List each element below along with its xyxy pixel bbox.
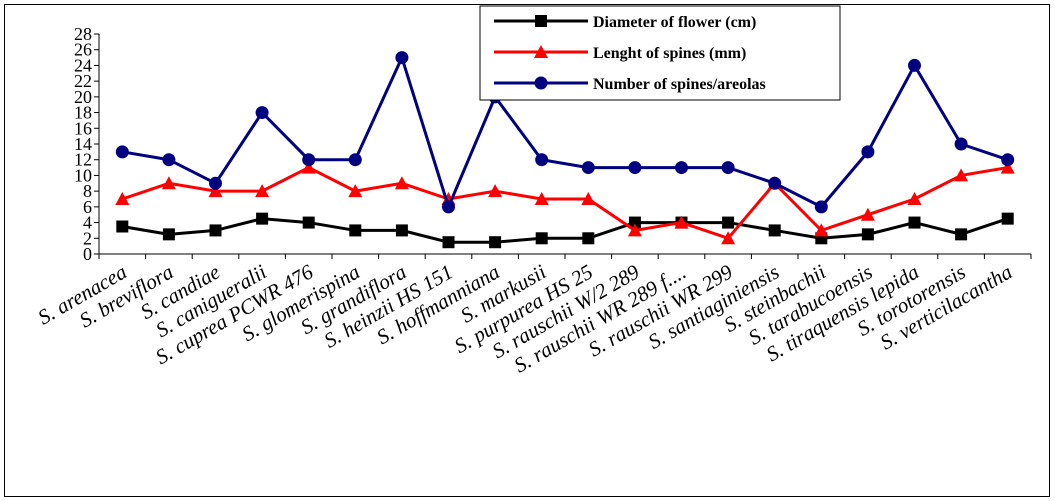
data-point	[861, 228, 874, 241]
y-tick-label: 24	[74, 55, 92, 75]
data-point	[162, 153, 176, 167]
legend-label: Lenght of spines (mm)	[593, 45, 746, 62]
data-point	[209, 224, 222, 237]
data-point	[534, 45, 548, 58]
data-point	[535, 15, 547, 27]
data-point	[348, 153, 362, 167]
series-layer	[115, 51, 1015, 249]
data-point	[208, 184, 223, 198]
y-tick-label: 14	[74, 134, 92, 154]
y-tick-label: 2	[83, 228, 92, 248]
y-tick-label: 12	[74, 150, 92, 170]
data-point	[535, 232, 548, 245]
legend-item: Diameter of flower (cm)	[494, 14, 756, 31]
y-tick-label: 22	[74, 71, 92, 91]
data-point	[627, 223, 642, 237]
series-line	[121, 165, 1008, 241]
legend-item: Lenght of spines (mm)	[494, 45, 746, 62]
data-point	[534, 192, 549, 205]
data-point	[721, 161, 735, 175]
y-tick-label: 8	[83, 181, 92, 201]
data-point	[395, 224, 408, 237]
data-point	[348, 184, 363, 198]
data-point	[814, 200, 828, 214]
data-point	[721, 231, 736, 245]
chart-axes	[94, 33, 1032, 259]
data-point	[162, 228, 175, 241]
data-point	[1001, 212, 1014, 225]
y-tick-label: 6	[83, 197, 92, 217]
data-point	[722, 216, 735, 229]
data-point	[535, 153, 549, 167]
data-point	[628, 216, 641, 229]
series-line	[122, 217, 1009, 244]
data-point	[675, 161, 688, 175]
data-point	[955, 228, 968, 241]
data-point	[349, 224, 362, 237]
data-point	[442, 200, 455, 214]
y-tick-label: 0	[83, 244, 92, 264]
data-point	[861, 145, 875, 159]
data-point	[442, 236, 455, 249]
y-tick-label: 20	[74, 87, 92, 107]
data-point	[860, 207, 875, 221]
y-tick-label: 10	[74, 165, 92, 185]
legend-label: Number of spines/areolas	[593, 76, 766, 93]
data-point	[1001, 153, 1015, 167]
data-point	[954, 137, 968, 151]
data-point	[302, 216, 315, 229]
data-point	[116, 220, 129, 233]
data-point	[115, 145, 129, 159]
data-point	[209, 176, 222, 190]
data-point	[582, 232, 595, 245]
data-point	[908, 216, 921, 229]
y-tick-label: 28	[74, 24, 92, 44]
data-point	[161, 176, 176, 190]
data-point	[488, 184, 503, 198]
data-point	[628, 161, 642, 175]
data-point	[115, 192, 130, 205]
y-tick-label: 4	[83, 213, 92, 233]
data-point	[301, 160, 316, 174]
data-point	[908, 58, 921, 72]
data-point	[768, 224, 781, 237]
data-point	[768, 176, 782, 190]
y-tick-label: 26	[74, 40, 92, 60]
data-point	[255, 106, 269, 120]
data-point	[907, 192, 922, 205]
legend: Diameter of flower (cm) Lenght of spines …	[479, 5, 841, 101]
data-point	[1000, 160, 1015, 174]
data-point	[255, 184, 270, 198]
data-point	[256, 212, 269, 225]
series-0	[116, 212, 1014, 249]
data-point	[954, 168, 969, 182]
data-point	[814, 223, 829, 237]
data-point	[581, 192, 596, 205]
data-point	[302, 153, 316, 167]
data-point	[395, 51, 409, 65]
series-2	[115, 51, 1015, 214]
legend-label: Diameter of flower (cm)	[593, 14, 756, 31]
series-line	[122, 53, 1009, 212]
y-tick-label: 16	[74, 118, 92, 138]
data-point	[489, 236, 502, 249]
data-point	[581, 161, 595, 175]
data-point	[674, 215, 689, 229]
data-point	[534, 76, 548, 90]
y-tick-label: 18	[74, 103, 92, 123]
legend-item: Number of spines/areolas	[494, 76, 766, 93]
data-point	[394, 176, 409, 190]
